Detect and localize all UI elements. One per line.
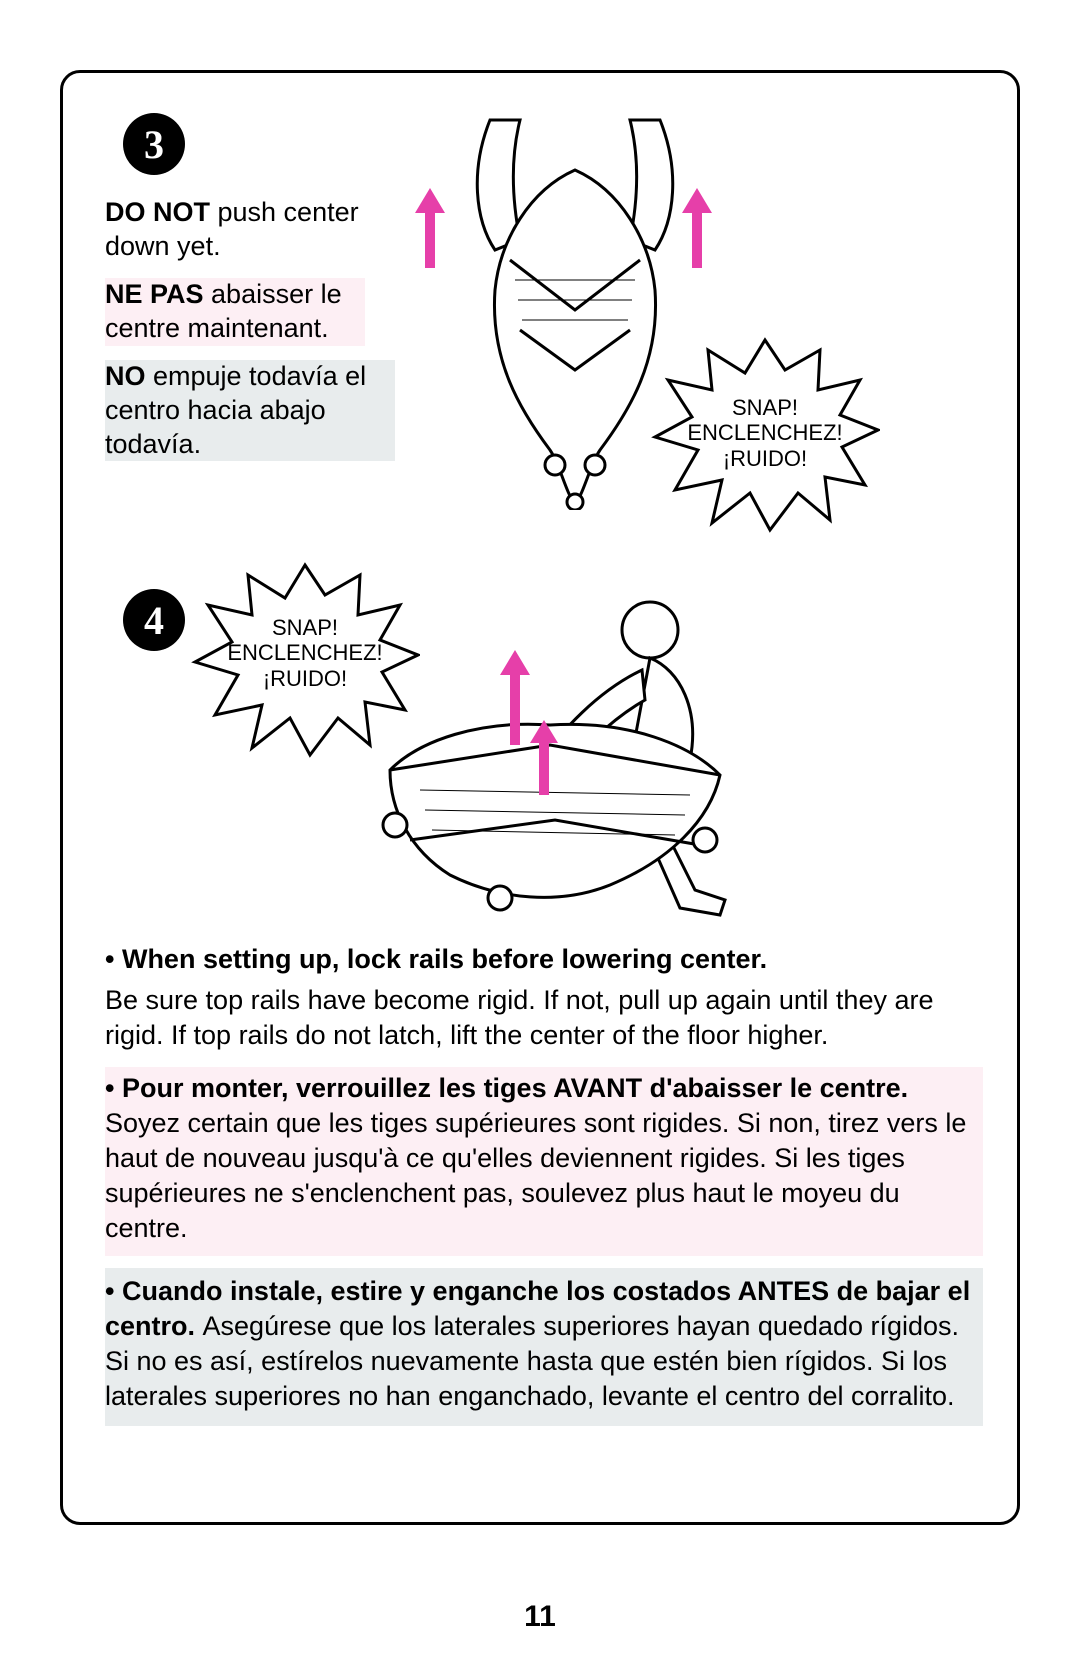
- page-number-value: 11: [524, 1600, 556, 1633]
- block-en-bold: • When setting up, lock rails before low…: [105, 944, 767, 974]
- step4-burst-l3: ¡RUIDO!: [263, 666, 347, 691]
- page-number: 11: [0, 1600, 1080, 1634]
- step4-illustration: [350, 590, 790, 930]
- block-en-text: Be sure top rails have become rigid. If …: [105, 985, 933, 1050]
- block-es: • Cuando instale, estire y enganche los …: [105, 1268, 983, 1426]
- step-4-number: 4: [144, 597, 164, 644]
- step3-fr-bold: NE PAS: [105, 279, 204, 309]
- block-fr: • Pour monter, verrouillez les tiges AVA…: [105, 1067, 983, 1256]
- step-3-badge: 3: [123, 113, 185, 175]
- arrow-up-left-3: [415, 188, 445, 268]
- step3-burst-label: SNAP! ENCLENCHEZ! ¡RUIDO!: [675, 395, 855, 471]
- block-en: • When setting up, lock rails before low…: [105, 942, 975, 977]
- step4-burst-l1: SNAP!: [272, 615, 338, 640]
- step3-text-es: NO empuje todavía el centro hacia abajo …: [105, 360, 395, 461]
- arrow-up-4a: [500, 650, 530, 745]
- step3-en-bold: DO NOT: [105, 197, 210, 227]
- step3-es-bold: NO: [105, 361, 146, 391]
- arrow-up-4b: [530, 720, 558, 795]
- step3-text-fr: NE PAS abaisser le centre maintenant.: [105, 278, 365, 346]
- block-fr-bold: • Pour monter, verrouillez les tiges AVA…: [105, 1073, 908, 1103]
- block-es-text: Asegúrese que los laterales superiores h…: [105, 1311, 959, 1411]
- block-en-body: Be sure top rails have become rigid. If …: [105, 983, 975, 1053]
- arrow-up-right-3: [682, 188, 712, 268]
- step3-burst-l1: SNAP!: [732, 395, 798, 420]
- block-fr-text: Soyez certain que les tiges supérieures …: [105, 1108, 966, 1243]
- step-4-badge: 4: [123, 589, 185, 651]
- step3-burst-l3: ¡RUIDO!: [723, 446, 807, 471]
- step-3-number: 3: [144, 121, 164, 168]
- step3-burst-l2: ENCLENCHEZ!: [687, 420, 842, 445]
- step3-text-en: DO NOT push center down yet.: [105, 196, 385, 264]
